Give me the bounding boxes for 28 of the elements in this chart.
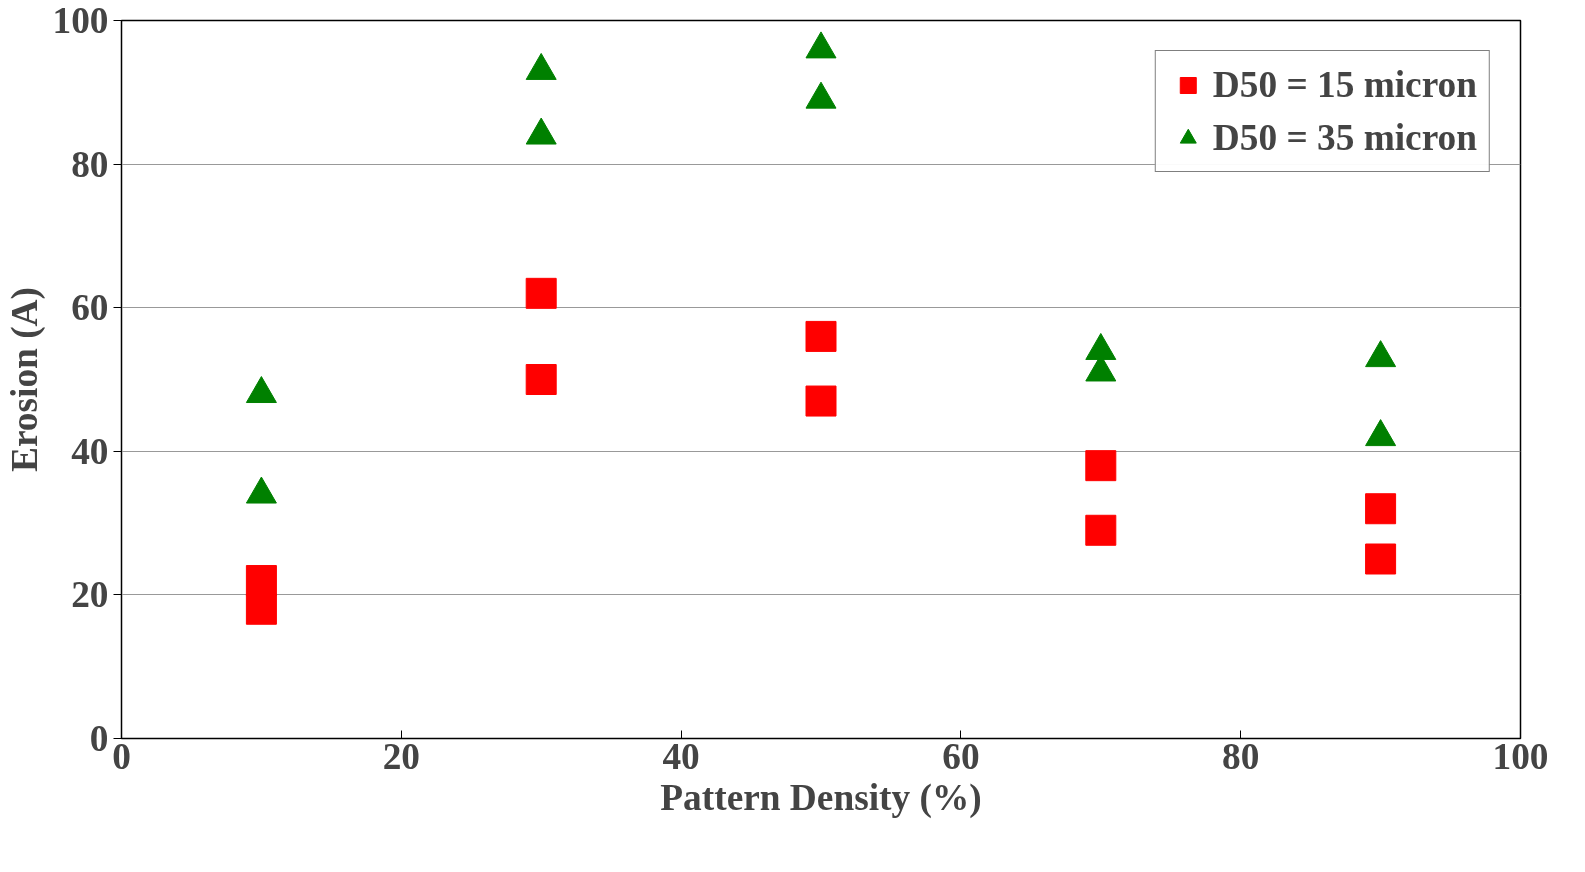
x-tick-label: 80 bbox=[1222, 735, 1260, 777]
y-tick-label: 40 bbox=[71, 430, 109, 472]
point bbox=[1085, 514, 1117, 546]
point bbox=[805, 81, 837, 109]
point bbox=[1365, 493, 1397, 525]
point bbox=[525, 364, 557, 395]
x-tick-label: 40 bbox=[662, 735, 700, 777]
x-tick-label: 60 bbox=[942, 735, 980, 777]
point bbox=[1085, 450, 1117, 482]
point bbox=[805, 320, 837, 352]
x-axis-title: Pattern Density (%) bbox=[660, 776, 982, 819]
y-tick-label: 20 bbox=[71, 574, 109, 616]
x-tick-label: 100 bbox=[1492, 735, 1549, 777]
legend-label: D50 = 35 micron bbox=[1212, 116, 1477, 159]
y-axis-title: Erosion (A) bbox=[3, 287, 46, 472]
point bbox=[245, 593, 277, 625]
y-tick-label: 60 bbox=[71, 287, 109, 329]
point bbox=[245, 565, 277, 597]
point bbox=[1365, 543, 1397, 575]
point bbox=[805, 385, 837, 417]
y-tick-label: 100 bbox=[52, 0, 109, 41]
x-tick-label: 20 bbox=[382, 735, 420, 777]
y-tick-label: 80 bbox=[71, 143, 109, 185]
point bbox=[525, 277, 557, 309]
point bbox=[525, 52, 557, 80]
point bbox=[805, 31, 837, 59]
point bbox=[525, 117, 557, 145]
legend-label: D50 = 15 micron bbox=[1212, 63, 1477, 106]
